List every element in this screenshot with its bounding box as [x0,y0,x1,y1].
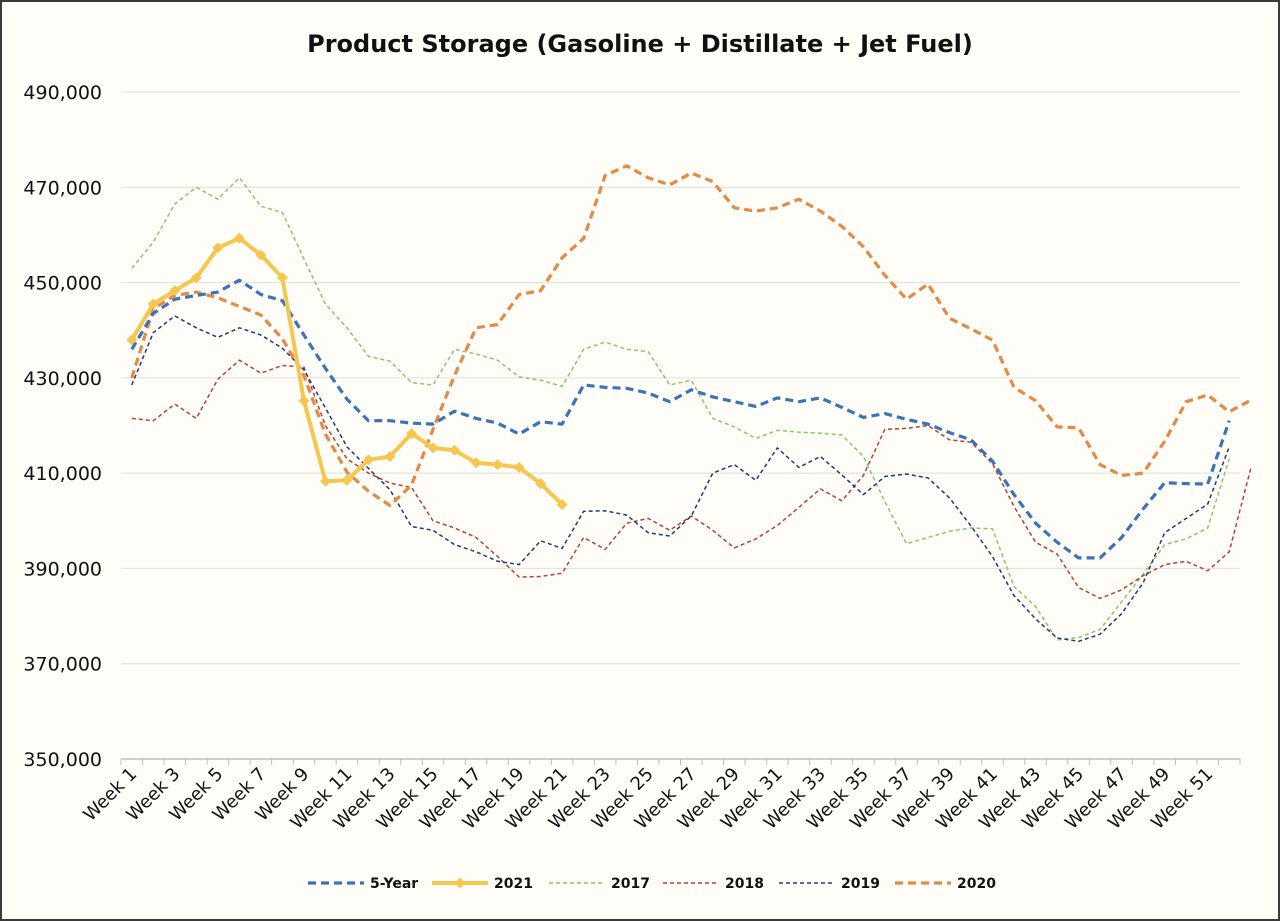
legend-label: 2021 [494,876,533,892]
data-point-2021 [233,232,245,244]
data-point-2021 [147,298,159,310]
legend-label: 5-Year [370,876,418,892]
chart-title: Product Storage (Gasoline + Distillate +… [307,30,973,58]
series-line-2017 [131,177,1230,641]
y-tick-label: 370,000 [23,654,102,676]
data-point-2021 [427,442,439,454]
series-line-2020 [130,164,1252,508]
legend-marker [454,877,466,889]
series-lines [126,164,1252,643]
data-point-2021 [212,242,224,254]
legend-label: 2018 [725,876,764,892]
legend-item-5-year: 5-Year [308,876,418,892]
legend-item-2017: 2017 [549,876,650,892]
legend-label: 2017 [611,876,650,892]
gridlines [121,91,1240,665]
y-tick-label: 490,000 [23,82,102,104]
data-point-2021 [255,249,267,261]
data-point-2021 [535,478,547,490]
data-point-2021 [406,428,418,440]
y-tick-label: 450,000 [23,273,102,295]
legend-item-2018: 2018 [663,876,764,892]
data-point-2021 [470,457,482,469]
legend: 5-Year 2021 2017 2018 2019 2020 [308,876,996,892]
legend-item-2020: 2020 [895,876,996,892]
data-point-2021 [384,450,396,462]
data-point-2021 [492,459,504,471]
y-tick-label: 430,000 [23,368,102,390]
x-axis [120,758,1241,765]
legend-label: 2019 [841,876,880,892]
series-line-5-year [130,278,1231,560]
data-point-2021 [126,334,138,346]
y-tick-label: 410,000 [23,463,102,485]
legend-item-2021: 2021 [432,876,533,892]
series-line-2019 [131,315,1230,643]
data-point-2021 [341,474,353,486]
data-point-2021 [556,499,568,511]
y-tick-label: 470,000 [23,177,102,199]
data-point-2021 [169,285,181,297]
data-point-2021 [319,475,331,487]
data-point-2021 [449,444,461,456]
series-line-2018 [131,359,1252,600]
y-tick-label: 390,000 [23,558,102,580]
y-tick-label: 350,000 [23,749,102,771]
data-point-2021 [298,395,310,407]
data-point-2021 [362,454,374,466]
data-point-2021 [276,272,288,284]
y-axis-ticks: 350,000 370,000 390,000 410,000 430,000 450,0… [23,82,102,771]
data-point-2021 [190,272,202,284]
legend-item-2019: 2019 [779,876,880,892]
legend-label: 2020 [957,876,996,892]
data-point-2021 [513,461,525,473]
